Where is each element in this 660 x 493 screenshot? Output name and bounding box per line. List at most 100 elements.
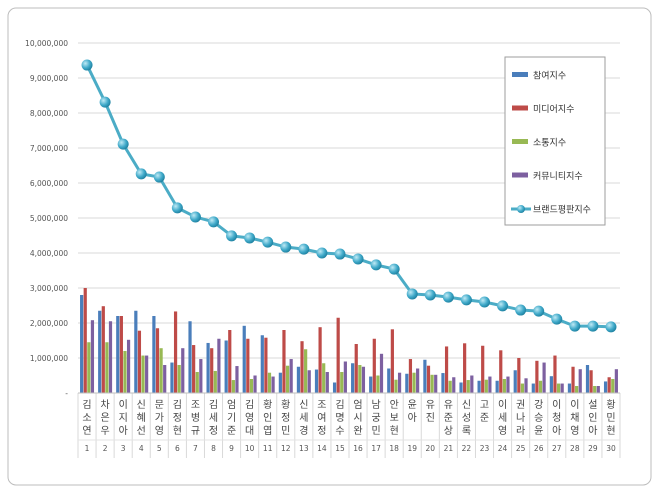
- bar-소통지수-7: [195, 372, 199, 393]
- category-label-char: 이: [498, 399, 507, 411]
- bar-소통지수-29: [593, 386, 597, 393]
- bar-커뮤니티지수-16: [361, 366, 366, 393]
- category-label-char: 아: [408, 412, 417, 424]
- legend-swatch: [512, 105, 528, 111]
- category-label-char: 민: [606, 412, 615, 424]
- category-label-char: 대: [245, 425, 254, 437]
- bar-미디어지수-2: [101, 306, 105, 393]
- bar-참여지수-12: [278, 372, 282, 393]
- legend-label: 커뮤니티지수: [533, 171, 583, 182]
- bar-미디어지수-8: [210, 348, 214, 393]
- rank-label: 19: [407, 444, 417, 453]
- legend-label: 소통지수: [533, 138, 566, 149]
- category-label-char: 나: [516, 412, 525, 424]
- bar-미디어지수-6: [173, 311, 178, 393]
- bar-미디어지수-7: [192, 345, 196, 393]
- bar-미디어지수-11: [264, 337, 268, 393]
- point-brand-reputation-13: [298, 243, 310, 255]
- category-label-char: 현: [606, 425, 615, 437]
- bar-커뮤니티지수-5: [163, 365, 167, 393]
- y-tick-label: 10,000,000: [25, 39, 68, 48]
- y-tick-label: 6,000,000: [30, 179, 68, 188]
- category-label-char: 시: [353, 412, 362, 424]
- bar-미디어지수-24: [499, 350, 503, 393]
- point-brand-reputation-27: [551, 313, 563, 325]
- category-label-char: 현: [390, 425, 399, 437]
- bar-소통지수-22: [466, 380, 470, 393]
- bar-미디어지수-15: [336, 317, 340, 393]
- category-label-char: 세: [498, 412, 507, 424]
- bar-소통지수-8: [213, 370, 217, 393]
- bar-미디어지수-4: [137, 330, 142, 393]
- point-brand-reputation-9: [226, 230, 238, 242]
- y-tick-label: 8,000,000: [30, 109, 68, 118]
- category-label-char: 신: [462, 399, 471, 411]
- bar-커뮤니티지수-2: [108, 321, 113, 393]
- category-label-char: 소: [82, 412, 91, 424]
- bar-소통지수-3: [123, 351, 127, 393]
- legend-label: 브랜드평판지수: [533, 205, 591, 216]
- category-label-char: 이: [570, 399, 579, 411]
- bar-소통지수-15: [340, 372, 344, 393]
- bar-참여지수-28: [567, 383, 572, 393]
- rank-label: 5: [157, 444, 162, 453]
- bar-참여지수-8: [206, 342, 210, 393]
- bar-소통지수-9: [231, 380, 235, 393]
- bar-소통지수-16: [358, 365, 362, 393]
- category-label-char: 황: [281, 399, 290, 411]
- category-label-char: 황: [606, 399, 615, 411]
- bar-커뮤니티지수-28: [578, 369, 582, 393]
- category-label-char: 신: [137, 399, 146, 411]
- bar-소통지수-1: [87, 342, 91, 393]
- bar-참여지수-17: [369, 376, 373, 393]
- bar-참여지수-25: [513, 370, 517, 393]
- category-label-char: 혜: [137, 412, 146, 424]
- bar-참여지수-23: [477, 380, 481, 393]
- category-label-char: 민: [371, 425, 380, 437]
- category-label-char: 조: [317, 400, 326, 411]
- category-label-char: 이: [552, 399, 561, 411]
- point-brand-reputation-11: [262, 236, 274, 248]
- category-label-char: 정: [317, 425, 326, 437]
- category-label-char: 채: [570, 412, 579, 424]
- rank-label: 22: [462, 444, 472, 453]
- category-label-char: 록: [462, 425, 471, 437]
- category-label-char: 영: [155, 425, 164, 437]
- bar-소통지수-2: [105, 342, 109, 393]
- category-label-char: 황: [263, 399, 272, 411]
- rank-label: 10: [245, 444, 255, 453]
- rank-label: 3: [121, 444, 126, 453]
- bar-커뮤니티지수-8: [217, 338, 221, 393]
- rank-label: 23: [480, 444, 490, 453]
- bar-참여지수-30: [603, 381, 608, 393]
- bar-참여지수-19: [405, 373, 409, 393]
- bar-커뮤니티지수-24: [506, 376, 510, 393]
- bar-참여지수-20: [423, 359, 427, 393]
- point-brand-reputation-22: [460, 294, 472, 306]
- bar-소통지수-21: [448, 380, 452, 393]
- bar-소통지수-4: [141, 355, 145, 393]
- category-label-char: 라: [516, 425, 525, 437]
- category-label-char: 준: [227, 425, 236, 437]
- category-label-char: 지: [119, 412, 128, 424]
- category-label-char: 세: [299, 412, 308, 424]
- bar-소통지수-30: [611, 379, 615, 393]
- bar-미디어지수-10: [246, 338, 250, 393]
- category-label-char: 준: [444, 412, 453, 424]
- bar-미디어지수-13: [300, 341, 304, 393]
- bar-참여지수-1: [80, 295, 84, 393]
- bar-소통지수-18: [394, 379, 398, 393]
- bar-소통지수-23: [484, 379, 488, 393]
- rank-label: 30: [606, 444, 616, 453]
- category-label-char: 유: [426, 399, 435, 411]
- category-label-char: 완: [353, 425, 362, 437]
- bar-커뮤니티지수-9: [235, 366, 239, 393]
- legend-label: 참여지수: [533, 70, 566, 82]
- category-label-char: 보: [390, 412, 399, 424]
- rank-label: 9: [229, 444, 234, 453]
- y-tick-label: 1,000,000: [30, 354, 68, 363]
- category-label-char: 인: [588, 412, 597, 424]
- bar-커뮤니티지수-25: [524, 378, 528, 393]
- category-label-char: 인: [263, 412, 272, 424]
- rank-label: 25: [516, 444, 526, 453]
